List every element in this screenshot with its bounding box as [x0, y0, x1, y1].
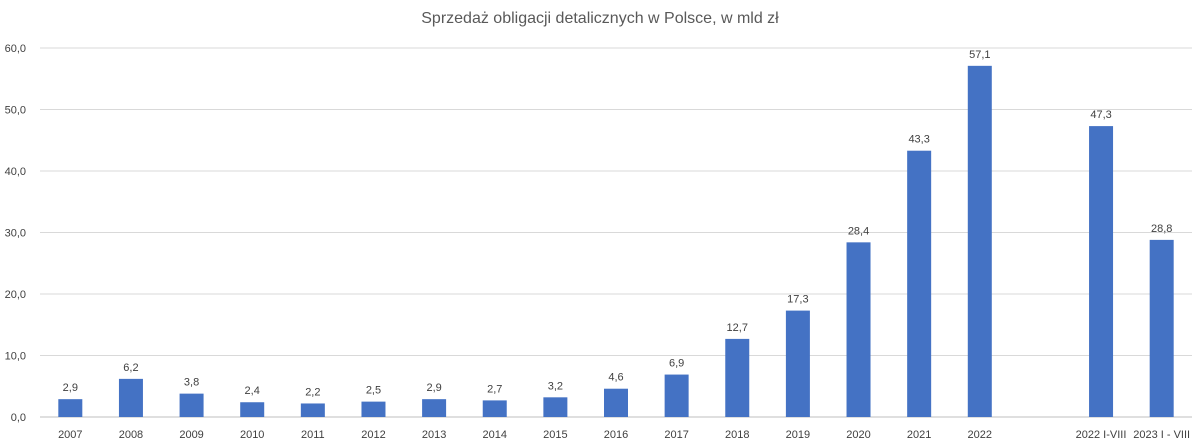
chart-title: Sprzedaż obligacji detalicznych w Polsce… [421, 10, 779, 27]
bar [422, 399, 447, 417]
bar [361, 401, 386, 417]
bar [179, 393, 204, 417]
y-tick-label: 60,0 [5, 43, 26, 55]
bar [1149, 239, 1174, 417]
data-label: 2,7 [487, 383, 502, 395]
data-label: 2,4 [245, 385, 260, 397]
data-label: 6,9 [669, 358, 684, 370]
bar [1089, 126, 1114, 417]
y-tick-label: 30,0 [5, 228, 26, 240]
bar [907, 150, 932, 417]
data-label: 43,3 [908, 134, 929, 146]
x-tick-label: 2022 [968, 429, 992, 441]
y-tick-label: 50,0 [5, 105, 26, 117]
data-label: 47,3 [1090, 109, 1111, 121]
bar [543, 397, 568, 417]
gridlines [40, 47, 1192, 418]
data-label: 2,9 [426, 382, 441, 394]
x-tick-label: 2021 [907, 429, 931, 441]
x-tick-label: 2018 [725, 429, 749, 441]
bar [482, 400, 507, 417]
data-label: 3,8 [184, 377, 199, 389]
data-labels: 2,9 6,2 3,8 2,4 2,2 2,5 2,9 2,7 3,2 4,6 6,9 12,7 17,… [63, 49, 1173, 399]
data-label: 2,2 [305, 386, 320, 398]
x-tick-label: 2017 [664, 429, 688, 441]
x-tick-label: 2016 [604, 429, 628, 441]
y-tick-label: 20,0 [5, 289, 26, 301]
bar [664, 374, 689, 417]
data-label: 4,6 [608, 372, 623, 384]
y-tick-label: 10,0 [5, 351, 26, 363]
x-tick-label: 2013 [422, 429, 446, 441]
y-tick-label: 0,0 [11, 412, 26, 424]
x-tick-label: 2010 [240, 429, 264, 441]
x-tick-label: 2009 [179, 429, 203, 441]
x-tick-label: 2015 [543, 429, 567, 441]
x-tick-label: 2019 [786, 429, 810, 441]
bar [846, 242, 871, 417]
x-tick-label: 2008 [119, 429, 143, 441]
bar [300, 403, 325, 417]
x-tick-label: 2014 [482, 429, 506, 441]
x-tick-label: 2022 I-VIII [1076, 429, 1127, 441]
x-axis-ticks: 2007 2008 2009 2010 2011 2012 2013 2014 2015 2016… [58, 429, 1190, 441]
bar [604, 388, 628, 417]
data-label: 12,7 [727, 322, 748, 334]
data-label: 6,2 [123, 362, 138, 374]
x-tick-label: 2007 [58, 429, 82, 441]
data-label: 3,2 [548, 380, 563, 392]
bar [240, 402, 265, 417]
x-tick-label: 2023 I - VIII [1133, 429, 1190, 441]
bars [58, 65, 1174, 418]
bar [58, 399, 83, 417]
data-label: 57,1 [969, 49, 990, 61]
y-tick-label: 40,0 [5, 166, 26, 178]
bar [785, 310, 810, 417]
data-label: 2,5 [366, 385, 381, 397]
bar [725, 338, 750, 417]
data-label: 17,3 [787, 294, 808, 306]
y-axis-ticks: 0,0 10,0 20,0 30,0 40,0 50,0 60,0 [5, 43, 26, 424]
data-label: 2,9 [63, 382, 78, 394]
data-label: 28,4 [848, 225, 869, 237]
x-tick-label: 2011 [301, 429, 325, 441]
x-tick-label: 2020 [846, 429, 870, 441]
bar [967, 65, 992, 418]
data-label: 28,8 [1151, 223, 1172, 235]
bar [118, 378, 143, 417]
x-tick-label: 2012 [361, 429, 385, 441]
